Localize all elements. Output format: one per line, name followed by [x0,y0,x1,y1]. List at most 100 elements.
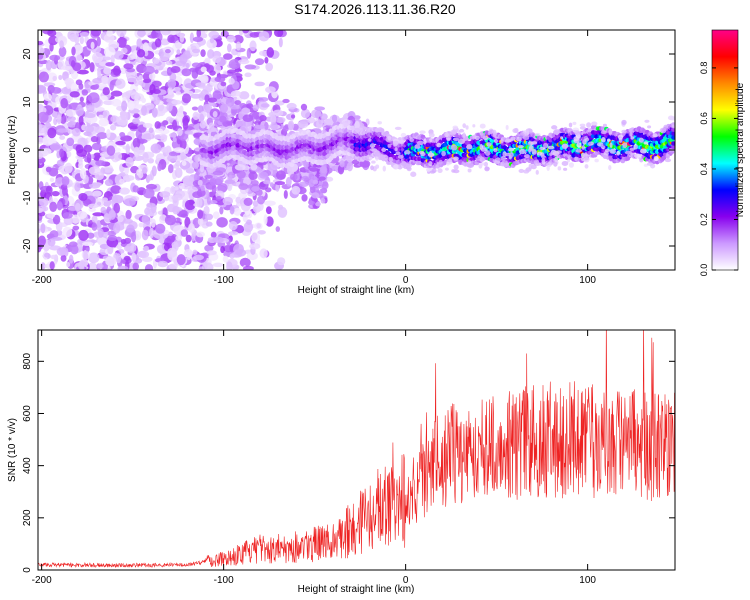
spectral-cell [106,145,116,156]
colorbar-tick-label: 0.2 [699,213,709,226]
spectral-cell [138,222,144,228]
spectral-cell [59,135,66,140]
spectral-cell [138,172,144,179]
spectral-cell [540,153,545,159]
spectral-cell [300,103,308,111]
spectral-cell [201,262,214,270]
spectral-cell [165,60,173,66]
spectral-cell [140,82,146,88]
spectral-cell [109,81,114,91]
spectral-cell [255,115,260,123]
spectral-cell [264,56,269,64]
spectral-cell [209,37,215,44]
spectral-cell [505,138,511,143]
spectral-cell [49,142,62,151]
spectral-cell [56,247,67,256]
spectral-cell [142,42,149,53]
spectral-cell [167,163,174,174]
spectral-cell [94,172,104,181]
spectral-cell [646,162,654,166]
spectral-cell [90,154,95,160]
spectral-cell [56,114,62,125]
spectral-cell [124,198,136,207]
spectral-cell [142,152,149,163]
spectral-cell [229,253,235,259]
spectral-cell [214,76,226,83]
spectral-cell [92,190,102,197]
spectral-cell [428,132,435,138]
spectral-cell [132,185,140,193]
spectral-cell [72,62,82,72]
spectral-cell [38,59,49,65]
spectral-cell [381,147,387,152]
spectral-cell [210,231,217,239]
spectral-cell [290,114,296,119]
spectral-cell [465,125,469,130]
spectral-cell [132,113,140,119]
colorbar-tick-label: 0.4 [699,163,709,176]
spectral-cell [50,87,62,94]
spectral-cell [574,130,581,136]
spectral-cell [500,138,504,144]
spectral-cell [108,209,116,220]
spectral-cell [609,142,613,148]
spectral-cell [94,83,100,89]
spectral-cell [436,142,442,148]
spectral-cell [141,229,149,241]
spectral-cell [374,151,381,157]
spectral-cell [438,159,443,165]
spectral-cell [95,160,106,167]
spectral-cell [227,43,232,53]
spectral-cell [523,169,530,174]
spectral-cell [283,189,288,199]
spectral-cell [87,232,95,239]
spectral-cell [234,100,242,106]
spectral-cell [209,177,217,186]
spectral-cell [260,103,270,108]
spectral-cell [117,265,129,270]
spectral-cell [88,182,101,189]
spectral-cell [167,34,175,43]
colorbar-label: Normalized spectral amplitude [735,82,746,217]
spectral-cell [137,250,150,259]
spectral-cell [76,69,89,75]
spectrogram-cells [38,30,675,270]
spectral-cell [152,89,161,95]
spectral-cell [167,247,177,258]
spectral-cell [175,90,182,96]
spectral-cell [143,65,155,75]
spectral-cell [107,235,118,242]
spectral-cell [503,162,509,168]
spectral-cell [450,144,458,151]
spectral-cell [393,164,399,170]
spectral-cell [155,223,166,234]
spectral-cell [507,147,515,152]
spectral-cell [175,235,183,241]
spectral-cell [640,148,647,154]
spectral-cell [105,256,117,267]
spectral-cell [387,143,392,148]
spectral-cell [226,35,236,43]
spectral-cell [220,246,225,254]
spectral-cell [479,162,485,166]
spectral-cell [110,54,115,64]
spectral-cell [121,100,128,112]
spectral-cell [182,88,190,96]
spectral-cell [299,119,309,125]
spectral-cell [557,166,562,171]
spectral-cell [639,158,644,163]
spectral-cell [96,220,101,229]
spectral-cell [404,150,411,155]
spectral-cell [67,121,78,128]
spectral-cell [103,67,112,75]
spectral-cell [228,174,233,182]
spectral-cell [170,66,181,73]
spectral-cell [179,138,187,150]
spectral-cell [209,70,216,76]
spectral-cell [216,217,228,228]
spectral-cell [528,163,533,170]
spectral-cell [150,218,156,228]
spectral-cell [123,63,134,70]
spectral-cell [207,127,218,133]
